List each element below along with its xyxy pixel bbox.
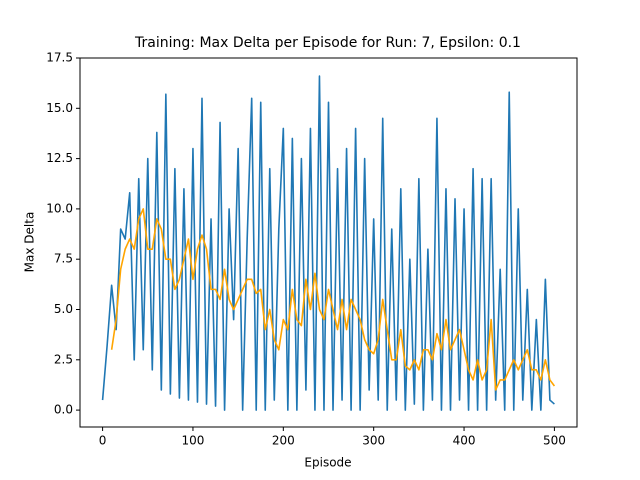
y-tick-label: 15.0 xyxy=(46,101,73,115)
y-tick-label: 12.5 xyxy=(46,151,73,165)
y-axis-label: Max Delta xyxy=(23,212,37,273)
y-tick-label: 2.5 xyxy=(54,352,73,366)
x-tick-label: 100 xyxy=(182,434,205,448)
plot-area xyxy=(101,75,556,411)
x-tick-label: 400 xyxy=(453,434,476,448)
y-tick-label: 7.5 xyxy=(54,252,73,266)
axes-frame xyxy=(79,57,578,428)
chart-title: Training: Max Delta per Episode for Run:… xyxy=(134,35,521,51)
x-tick-label: 0 xyxy=(99,434,107,448)
y-tick-label: 17.5 xyxy=(46,51,73,65)
x-tick-label: 200 xyxy=(272,434,295,448)
y-tick-label: 5.0 xyxy=(54,302,73,316)
y-tick-label: 0.0 xyxy=(54,403,73,417)
x-axis-label: Episode xyxy=(304,456,351,470)
x-tick-label: 300 xyxy=(362,434,385,448)
y-tick-label: 10.0 xyxy=(46,201,73,215)
data-line xyxy=(110,208,556,391)
x-tick-label: 500 xyxy=(543,434,566,448)
data-line xyxy=(101,75,555,411)
